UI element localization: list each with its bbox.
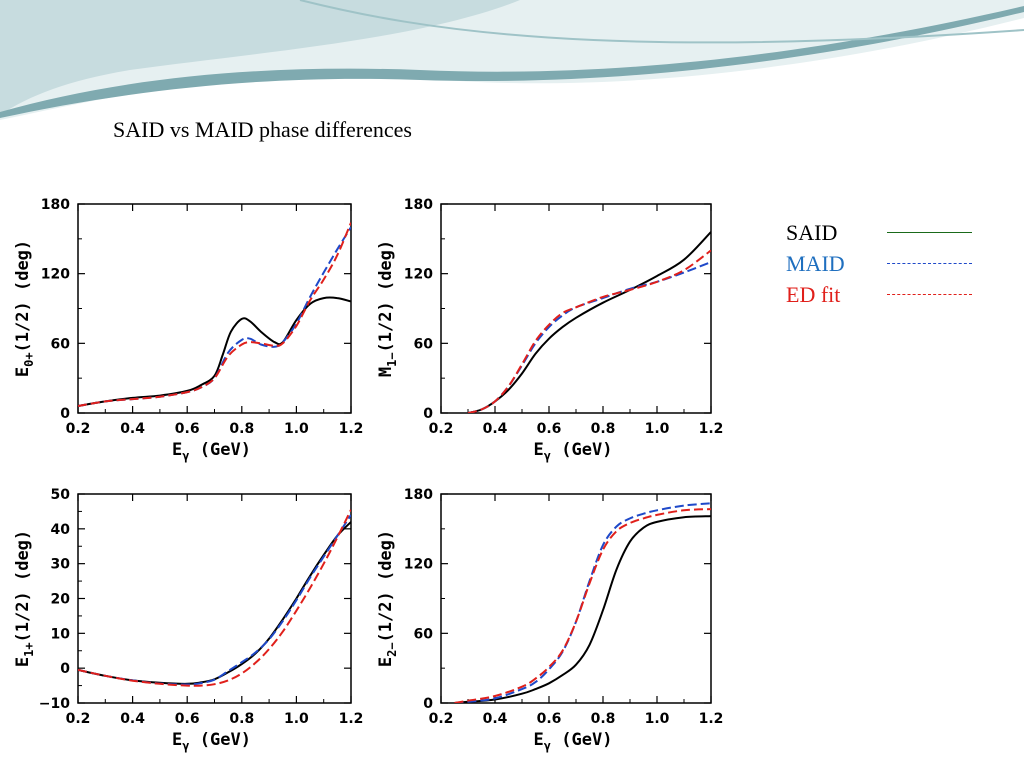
series-line-said [78,296,351,407]
x-axis-title: Eγ (GeV) [534,440,613,463]
y-tick-label: 0 [60,406,70,422]
series-group [454,502,711,703]
x-tick-label: 0.6 [175,421,200,437]
x-axis-title: Eγ (GeV) [172,730,251,753]
panel-e1plus: 0.2 0.4 0.6 0.8 1.0 1.2 −10 0 10 20 30 40 50 Eγ (GeV)… [13,487,363,753]
panel-e2minus: 0.2 0.4 0.6 0.8 1.0 1.2 0 60 120 180 Eγ (GeV) E2−(1… [376,487,723,753]
y-axis-title: E2−(1/2) (deg) [376,530,399,667]
y-tick-label: 120 [41,267,70,283]
slide-title: SAID vs MAID phase differences [113,117,412,142]
panel-m1minus: 0.2 0.4 0.6 0.8 1.0 1.2 0 60 120 180 Eγ (GeV) M1−(1… [376,197,723,463]
series-group [467,231,711,413]
y-tick-label: 120 [404,267,433,283]
x-tick-label: 0.4 [483,711,508,727]
series-line-said [78,521,351,685]
x-tick-label: 0.2 [66,711,91,727]
y-tick-label: 0 [423,696,433,712]
y-tick-label: 60 [51,336,71,352]
y-axis-title: E0+(1/2) (deg) [13,240,36,377]
plot-frame [77,203,352,414]
x-tick-label: 1.0 [284,421,309,437]
y-tick-label: 180 [404,487,433,503]
legend-label-maid: MAID [786,251,845,276]
y-tick-label: 10 [51,626,71,642]
x-tick-label: 1.0 [645,421,670,437]
y-tick-label: 30 [51,557,71,573]
y-tick-label: 20 [51,592,71,608]
x-tick-label: 0.8 [591,711,616,727]
legend-label-ed-fit: ED fit [786,282,841,307]
wave-light [0,0,520,115]
series-line-ed-fit [78,509,351,687]
x-tick-label: 0.8 [229,421,254,437]
legend-label-said: SAID [786,220,838,245]
y-tick-label: 40 [51,522,71,538]
y-tick-label: 0 [60,661,70,677]
series-line-said [454,515,711,703]
series-line-maid [454,502,711,703]
x-axis-title: Eγ (GeV) [172,440,251,463]
x-tick-label: 0.4 [483,421,508,437]
x-tick-label: 1.2 [339,421,364,437]
plot-frame [440,203,712,414]
plot-frame [440,493,712,704]
legend-item-ed-fit: ED fit [786,282,986,313]
y-tick-label: 60 [414,626,434,642]
y-tick-label: 0 [423,406,433,422]
y-tick-label: 180 [41,197,70,213]
series-line-ed-fit [454,508,711,703]
legend-swatch-said [887,232,972,233]
y-tick-label: 180 [404,197,433,213]
x-tick-label: 1.0 [645,711,670,727]
header-wave-decoration [0,0,1024,120]
y-tick-label: 60 [414,336,434,352]
x-tick-label: 0.6 [175,711,200,727]
y-tick-label: −10 [39,696,70,712]
legend: SAID MAID ED fit [786,220,986,313]
x-tick-label: 0.4 [120,711,145,727]
x-tick-label: 1.0 [284,711,309,727]
x-tick-label: 0.6 [537,711,562,727]
plot-frame [77,493,352,704]
panel-e0plus: 0.2 0.4 0.6 0.8 1.0 1.2 0 60 120 180 Eγ (GeV) E0+(1… [13,197,363,463]
y-tick-label: 50 [51,487,71,503]
series-line-maid [78,514,351,686]
y-axis-title: M1−(1/2) (deg) [376,240,399,377]
x-tick-label: 0.2 [429,711,454,727]
series-group [78,222,351,407]
series-group [78,509,351,687]
legend-swatch-ed-fit [887,294,972,295]
series-line-said [467,231,711,413]
x-tick-label: 1.2 [699,711,724,727]
x-tick-label: 0.2 [66,421,91,437]
wave-line [299,0,1024,44]
series-line-ed-fit [78,222,351,407]
x-tick-label: 0.2 [429,421,454,437]
legend-item-maid: MAID [786,251,986,282]
x-tick-label: 0.8 [591,421,616,437]
series-line-ed-fit [467,249,711,413]
x-tick-label: 0.4 [120,421,145,437]
x-tick-label: 0.6 [537,421,562,437]
legend-swatch-maid [887,263,972,264]
y-axis-title: E1+(1/2) (deg) [13,530,36,667]
legend-item-said: SAID [786,220,986,251]
x-tick-label: 1.2 [699,421,724,437]
x-axis-title: Eγ (GeV) [534,730,613,753]
series-line-maid [78,226,351,407]
x-tick-label: 0.8 [229,711,254,727]
y-tick-label: 120 [404,557,433,573]
x-tick-label: 1.2 [339,711,364,727]
